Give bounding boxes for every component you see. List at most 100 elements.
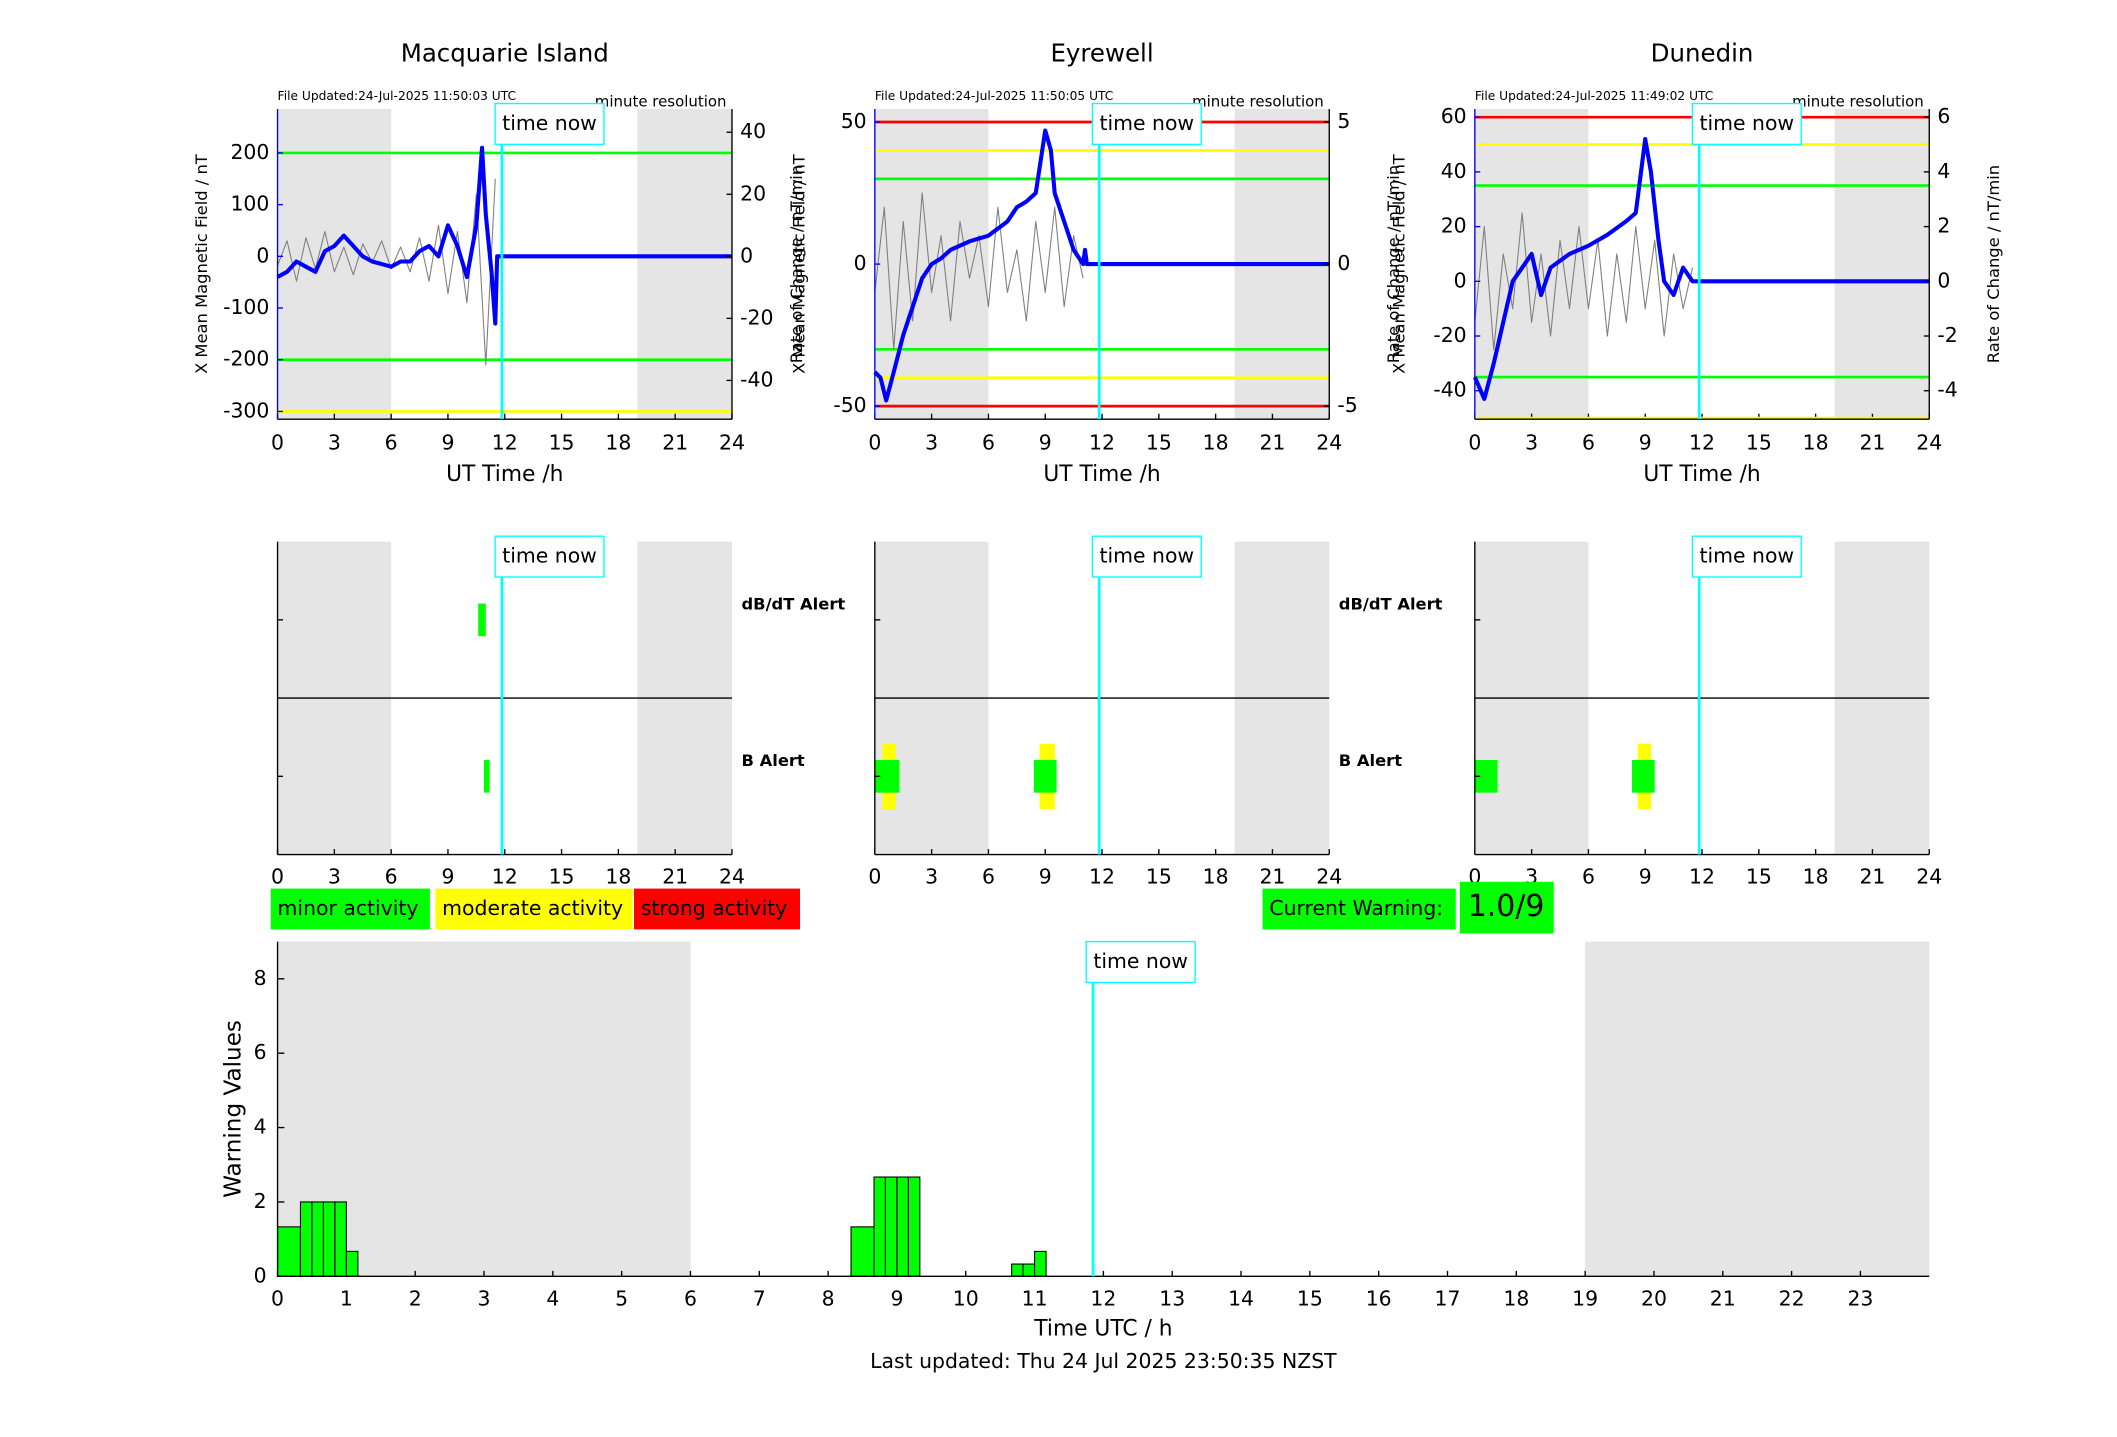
y-tick-label: 6 [254,1040,267,1064]
resolution: minute resolution [1792,93,1924,111]
bar [334,1201,347,1277]
x-tick-label: 15 [1297,1286,1323,1310]
x-tick-label: 2 [409,1286,422,1310]
time-now-box [1691,535,1802,578]
alert-bar [478,603,486,637]
alert-label: dB/dT Alert [741,594,845,613]
x-tick-label: 0 [868,431,881,455]
time-now-box [1091,102,1202,146]
y2-tick-label: 0 [1337,251,1350,275]
time-now-label: time now [1099,111,1194,135]
x-tick-label: 3 [925,865,938,889]
bar [850,1226,875,1277]
night-shading [1834,108,1930,420]
x-tick-label: 12 [1689,865,1715,889]
y2-axis-label: Rate of Change / nT/min [787,165,806,363]
legend-swatch [435,888,633,930]
x-tick-label: 19 [1572,1286,1598,1310]
alert-bar [1033,759,1057,793]
x-tick-label: 22 [1779,1286,1805,1310]
x-tick-label: 10 [953,1286,979,1310]
x-tick-label: 24 [719,431,745,455]
y2-tick-label: -5 [1337,393,1357,417]
x-tick-label: 9 [441,865,454,889]
y-tick-label: 8 [254,966,267,990]
y2-tick-label: 20 [740,181,766,205]
x-tick-label: 21 [1259,431,1285,455]
y2-tick-label: 2 [1937,214,1950,238]
time-now-box [1691,102,1802,146]
y-axis-label: X Mean Magnetic Field / nT [1389,153,1408,374]
x-tick-label: 11 [1022,1286,1048,1310]
x-tick-label: 18 [1203,865,1229,889]
y2-tick-label: 40 [740,119,766,143]
x-tick-label: 24 [1316,431,1342,455]
x-tick-label: 15 [549,431,575,455]
x-tick-label: 24 [1316,865,1342,889]
bar [873,1176,886,1277]
x-tick-label: 9 [1039,865,1052,889]
time-now-label: time now [1699,111,1794,135]
y-axis-label: Warning Values [221,1020,247,1198]
bar [322,1201,336,1277]
y-tick-label: 0 [254,1263,267,1287]
y-tick-label: 100 [230,192,269,216]
x-tick-label: 9 [890,1286,903,1310]
x-tick-label: 9 [1039,431,1052,455]
x-tick-label: 18 [1803,865,1829,889]
time-now-label: time now [1099,544,1194,568]
x-tick-label: 9 [441,431,454,455]
x-tick-label: 23 [1847,1286,1873,1310]
x-tick-label: 15 [1146,431,1172,455]
x-tick-label: 12 [1089,865,1115,889]
x-axis-label: Time UTC / h [1033,1316,1172,1341]
chart-title: Macquarie Island [401,39,609,68]
y-tick-label: -100 [223,295,269,319]
time-now-label: time now [502,111,597,135]
x-tick-label: 0 [868,865,881,889]
time-now-box [494,102,605,146]
x-tick-label: 21 [662,431,688,455]
warning-value: 1.0/9 [1468,889,1545,924]
alert-bar [1631,759,1655,793]
x-tick-label: 0 [1468,431,1481,455]
chart-title: Dunedin [1651,39,1754,68]
alert-label: B Alert [1339,751,1402,770]
y2-tick-label: 4 [1937,159,1950,183]
x-tick-label: 21 [1710,1286,1736,1310]
bar [311,1201,324,1277]
y2-tick-label: 6 [1937,104,1950,128]
x-tick-label: 21 [1859,431,1885,455]
x-tick-label: 18 [1203,431,1229,455]
x-tick-label: 6 [982,865,995,889]
night-shading [1585,941,1930,1277]
x-tick-label: 24 [719,865,745,889]
resolution: minute resolution [595,93,727,111]
alert-bar [483,759,490,793]
legend-swatch [270,888,430,930]
bar [1011,1263,1024,1277]
y-tick-label: 200 [230,140,269,164]
x-tick-label: 13 [1159,1286,1185,1310]
y2-axis-label: Rate of Change / nT/min [1984,165,2003,363]
y-axis-label: X Mean Magnetic Field / nT [789,153,808,374]
x-tick-label: 7 [753,1286,766,1310]
legend-swatch [634,888,800,930]
x-tick-label: 15 [1146,865,1172,889]
x-tick-label: 15 [1746,431,1772,455]
y2-axis-label: Rate of Change / nT/min [1384,165,1403,363]
footnote: Last updated: Thu 24 Jul 2025 23:50:35 N… [870,1349,1337,1373]
x-tick-label: 24 [1916,865,1942,889]
y2-tick-label: 5 [1337,109,1350,133]
alert-label: B Alert [741,751,804,770]
legend-label: minor activity [278,896,419,920]
x-tick-label: 6 [385,431,398,455]
x-tick-label: 21 [1859,865,1885,889]
y-tick-label: -300 [223,398,269,422]
y-tick-label: 60 [1441,104,1467,128]
x-tick-label: 9 [1639,865,1652,889]
file-updated: File Updated:24-Jul-2025 11:49:02 UTC [1475,89,1714,103]
time-now-box [1091,535,1202,578]
alert-bar [1474,759,1498,793]
